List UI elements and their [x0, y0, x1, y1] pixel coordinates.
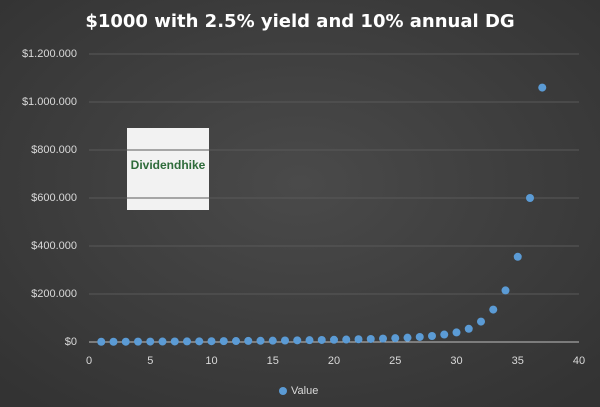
point	[170, 337, 179, 346]
point	[244, 336, 253, 345]
chart-title: $1000 with 2.5% yield and 10% annual DG	[85, 11, 514, 32]
point	[415, 332, 424, 341]
x-tick-label: 30	[450, 355, 462, 367]
point	[281, 336, 289, 345]
point	[489, 305, 498, 314]
point	[256, 336, 265, 345]
y-tick-label: $1.000.000	[22, 96, 77, 108]
y-tick-label: $1.200.000	[22, 48, 77, 60]
legend-label: Value	[291, 385, 318, 397]
point	[403, 333, 412, 342]
point	[232, 337, 240, 346]
point	[464, 324, 473, 333]
x-tick-label: 20	[328, 355, 340, 367]
point	[158, 337, 167, 346]
x-tick-label: 35	[512, 355, 524, 367]
point	[97, 337, 106, 346]
x-tick-label: 40	[573, 355, 585, 367]
y-tick-label: $200.000	[31, 288, 77, 300]
y-tick-label: $0	[65, 336, 77, 348]
legend-marker	[279, 387, 287, 395]
point	[477, 317, 485, 326]
y-tick-label: $600.000	[31, 192, 77, 204]
point	[428, 332, 436, 340]
x-tick-label: 25	[389, 355, 401, 367]
point	[354, 335, 363, 344]
point	[501, 286, 510, 295]
logo-box	[127, 128, 209, 210]
point	[391, 334, 400, 343]
point	[268, 336, 277, 345]
point	[293, 336, 302, 345]
point	[342, 335, 351, 344]
point	[183, 337, 191, 346]
point	[440, 330, 449, 339]
point	[526, 194, 534, 202]
point	[513, 252, 522, 261]
x-tick-label: 10	[205, 355, 217, 367]
point	[146, 337, 155, 346]
x-tick-label: 15	[267, 355, 279, 367]
point	[317, 335, 326, 344]
point	[452, 328, 461, 337]
x-tick-label: 0	[86, 355, 92, 367]
point	[219, 337, 228, 346]
point	[109, 337, 118, 346]
point	[366, 334, 375, 343]
point	[134, 337, 142, 346]
point	[379, 334, 387, 343]
point	[538, 83, 547, 92]
point	[330, 335, 338, 344]
x-tick-label: 5	[147, 355, 153, 367]
point	[195, 337, 204, 346]
y-tick-label: $800.000	[31, 144, 77, 156]
point	[305, 336, 314, 345]
logo-text: Dividendhike	[131, 158, 206, 172]
point	[207, 337, 216, 346]
y-tick-label: $400.000	[31, 240, 77, 252]
point	[121, 337, 130, 346]
